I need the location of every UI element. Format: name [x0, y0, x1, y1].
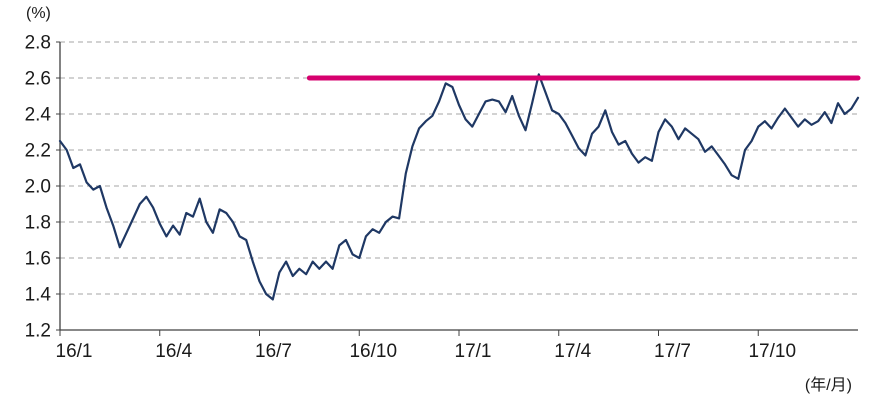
x-tick-label: 16/4 [155, 341, 192, 362]
x-tick-label: 17/10 [748, 341, 796, 362]
y-tick-label: 2.4 [25, 105, 52, 126]
y-tick-label: 2.2 [25, 141, 51, 162]
y-tick-label: 2.0 [25, 177, 51, 198]
x-tick-label: 16/1 [56, 341, 93, 362]
x-tick-label: 17/1 [455, 341, 492, 362]
data-line [58, 73, 860, 301]
y-tick-label: 1.4 [25, 285, 52, 306]
y-tick-label: 2.8 [25, 33, 51, 54]
x-tick-label: 16/10 [349, 341, 397, 362]
x-tick-label: 17/4 [554, 341, 591, 362]
y-axis-unit-label: (%) [26, 5, 51, 22]
y-tick-label: 1.2 [25, 321, 51, 342]
y-tick-label: 1.8 [25, 213, 51, 234]
x-axis-unit-label: (年/月) [804, 377, 852, 394]
y-tick-label: 2.6 [25, 69, 51, 90]
x-tick-label: 16/7 [255, 341, 292, 362]
y-tick-label: 1.6 [25, 249, 51, 270]
x-tick-label: 17/7 [654, 341, 691, 362]
